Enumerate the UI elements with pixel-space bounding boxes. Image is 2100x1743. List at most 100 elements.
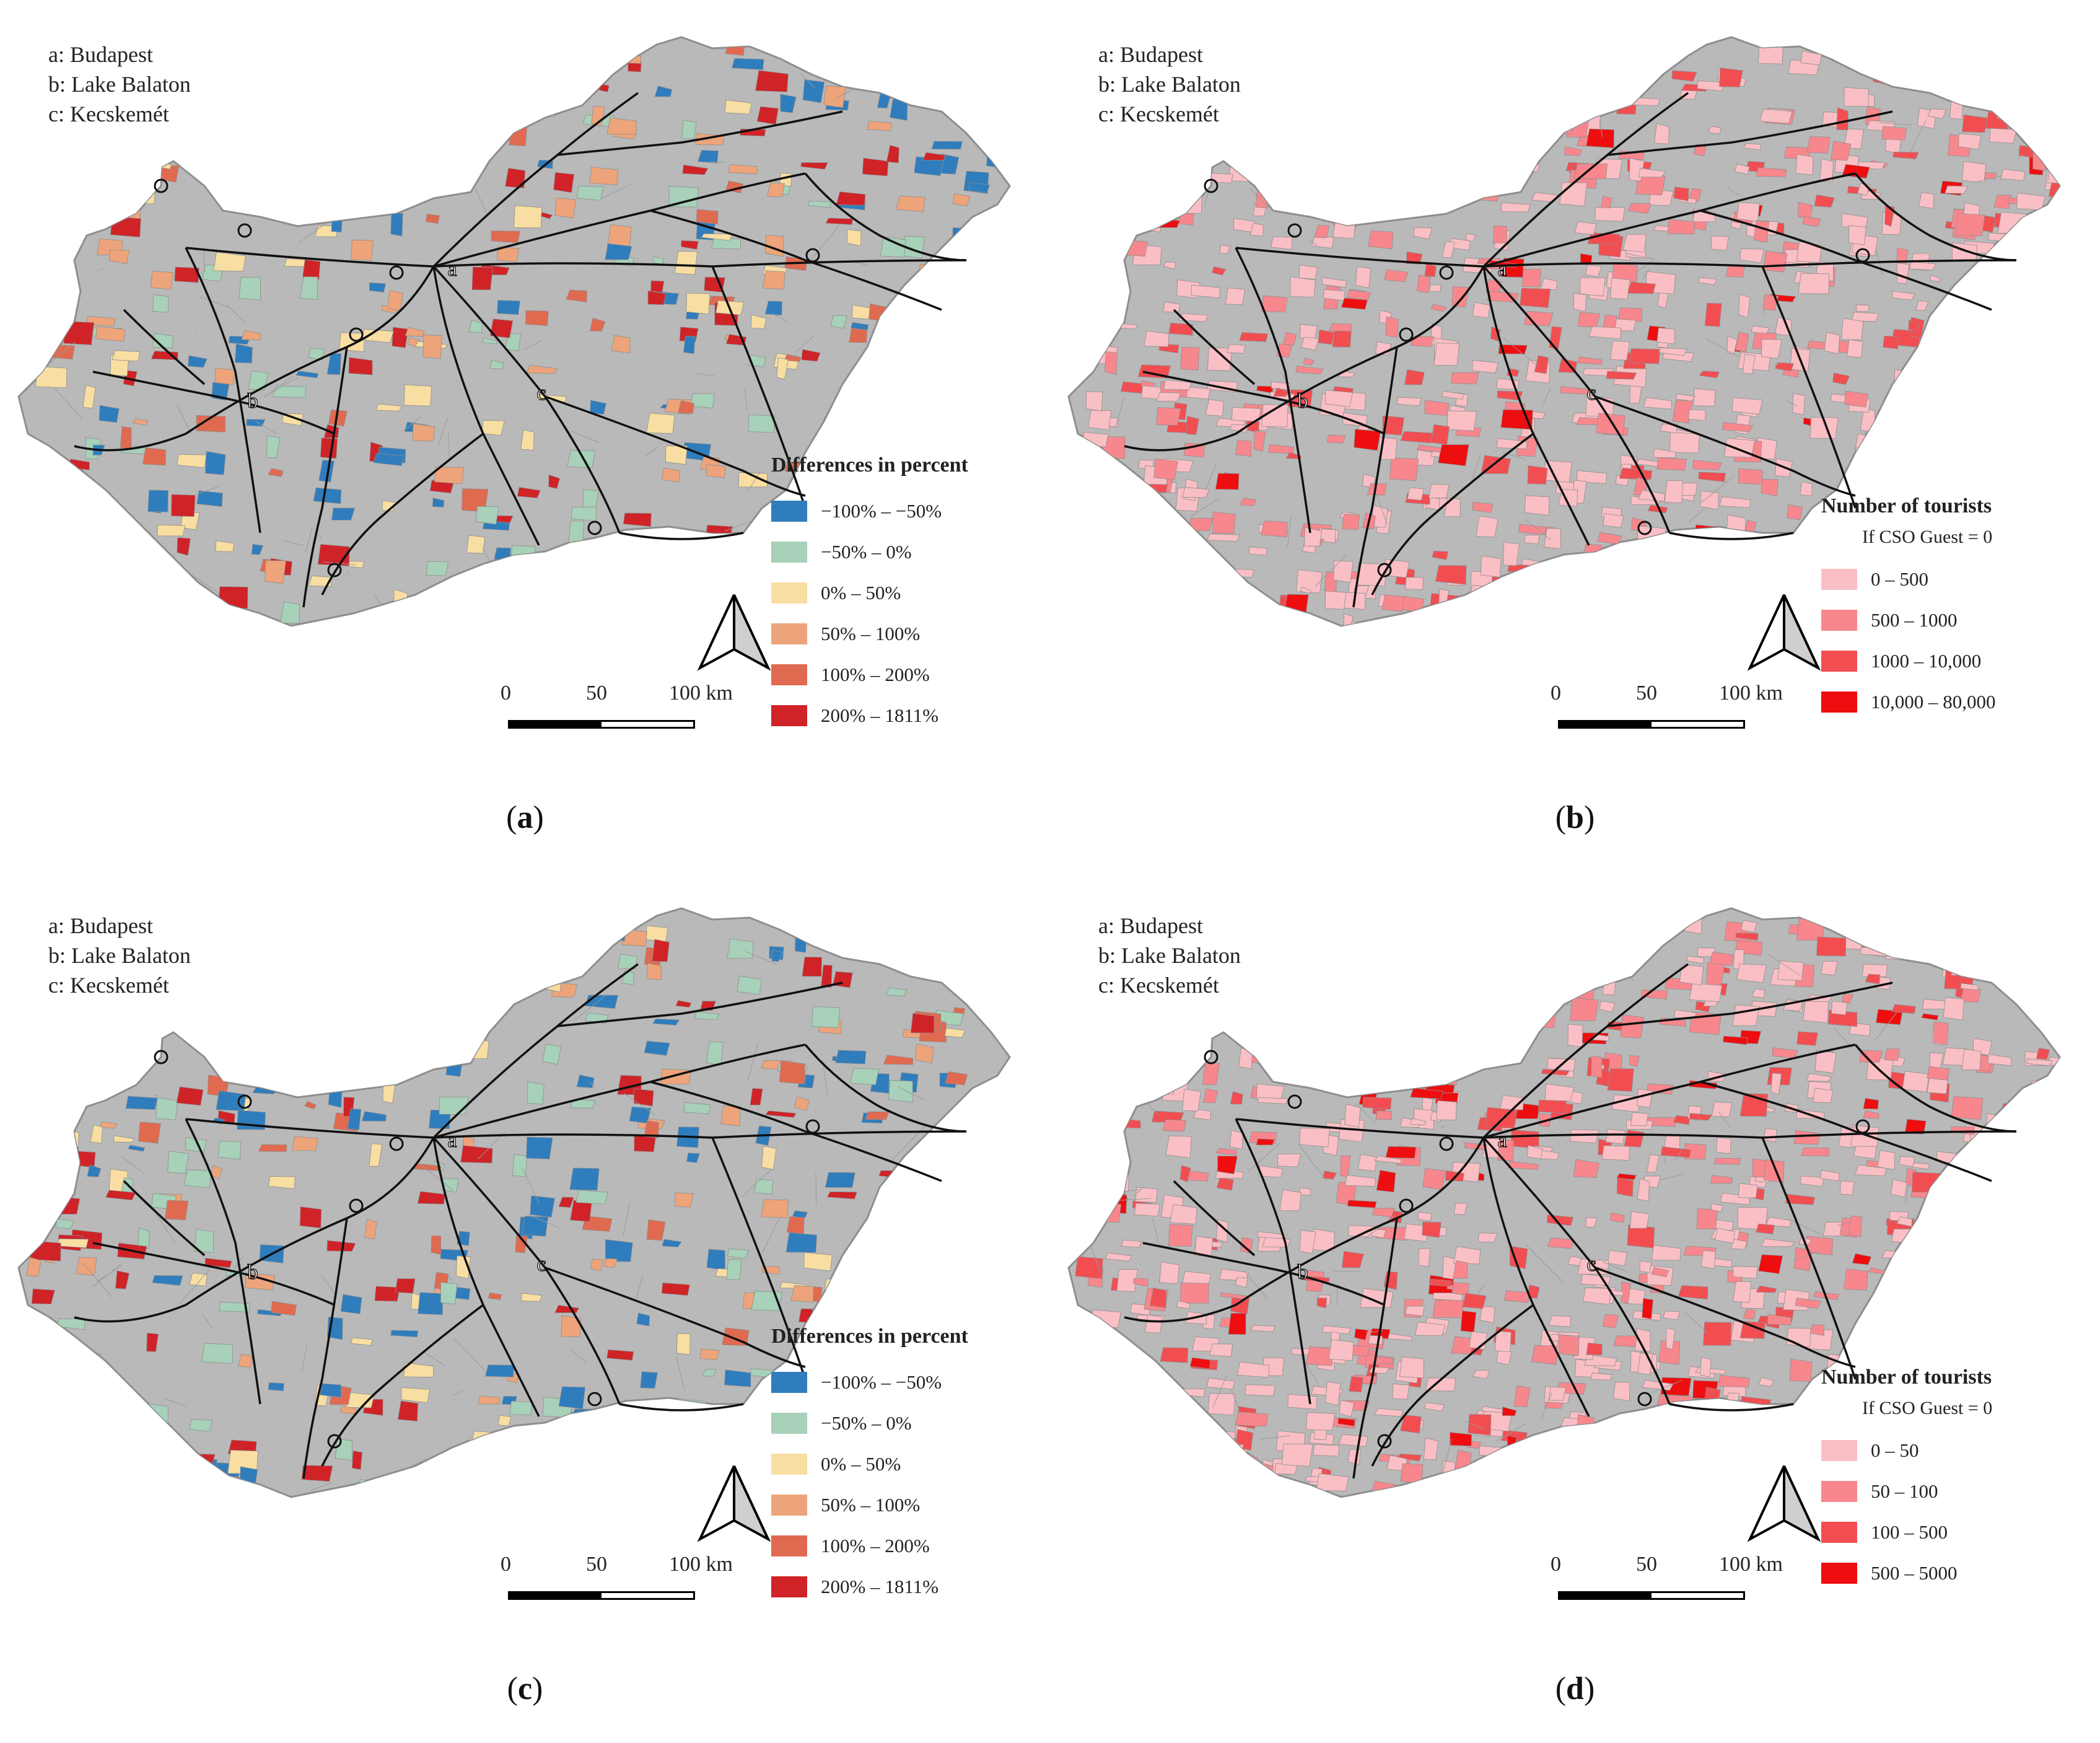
north-arrow-icon xyxy=(697,594,771,671)
municipality-patch xyxy=(1416,37,1447,58)
municipality-border xyxy=(599,535,635,546)
municipality-patch xyxy=(167,1150,190,1174)
municipality-patch xyxy=(2023,936,2054,944)
municipality-patch xyxy=(1238,1048,1253,1069)
municipality-border xyxy=(1503,338,1539,367)
municipality-patch xyxy=(1936,1330,1959,1338)
municipality-patch xyxy=(1326,434,1346,444)
municipality-patch xyxy=(55,1196,81,1214)
municipality-patch xyxy=(1538,602,1554,616)
municipality-patch xyxy=(1688,1428,1721,1451)
road-9 xyxy=(1352,346,1398,608)
municipality-patch xyxy=(1378,1052,1407,1066)
municipality-border xyxy=(1495,1423,1526,1442)
municipality-patch xyxy=(882,57,902,68)
municipality-patch xyxy=(1182,1089,1202,1112)
municipality-patch xyxy=(1144,623,1172,626)
municipality-border xyxy=(1284,56,1318,73)
municipality-patch xyxy=(755,70,789,92)
municipality-patch xyxy=(390,212,403,237)
municipality-patch xyxy=(1985,110,2009,131)
municipality-patch xyxy=(1242,929,1272,953)
municipality-patch xyxy=(1494,1330,1512,1353)
municipality-patch xyxy=(737,975,763,995)
municipality-patch xyxy=(1586,128,1614,149)
municipality-patch xyxy=(645,925,668,942)
municipality-patch xyxy=(1560,385,1590,395)
municipality-patch xyxy=(1930,466,1948,480)
municipality-patch xyxy=(35,174,66,193)
municipality-patch xyxy=(1080,286,1105,307)
municipality-patch xyxy=(1342,197,1363,218)
municipality-patch xyxy=(128,1144,146,1152)
municipality-patch xyxy=(525,310,549,327)
municipality-patch xyxy=(1876,1294,1896,1312)
municipality-border xyxy=(97,1265,123,1282)
municipality-patch xyxy=(424,1051,454,1059)
municipality-patch xyxy=(1969,1133,1993,1150)
municipality-patch xyxy=(1348,1225,1376,1238)
municipality-patch xyxy=(1319,623,1337,626)
municipality-patch xyxy=(1726,336,1738,354)
municipality-patch xyxy=(974,1298,1004,1317)
municipality-patch xyxy=(1831,1001,1848,1016)
municipality-patch xyxy=(28,115,40,138)
municipality-patch xyxy=(248,371,269,390)
place-marker-a: a xyxy=(447,258,457,281)
municipality-border xyxy=(1205,463,1217,491)
municipality-patch xyxy=(301,1465,333,1482)
municipality-patch xyxy=(375,403,403,411)
municipality-patch xyxy=(675,1000,692,1008)
municipality-patch xyxy=(1796,1413,1814,1432)
municipality-patch xyxy=(1404,369,1425,385)
municipality-patch xyxy=(1320,920,1337,929)
municipality-patch xyxy=(1305,1412,1336,1431)
panel-label: (b) xyxy=(1050,799,2100,836)
municipality-patch xyxy=(668,185,699,208)
legend-swatch xyxy=(771,1576,807,1597)
municipality-patch xyxy=(1851,915,1863,937)
municipality-patch xyxy=(1809,416,1839,439)
north-arrow-icon xyxy=(1747,1465,1821,1542)
municipality-patch xyxy=(1518,131,1528,144)
municipality-patch xyxy=(1962,1240,1978,1249)
municipality-patch xyxy=(1696,1208,1718,1230)
municipality-patch xyxy=(431,1235,442,1255)
municipality-patch xyxy=(1790,569,1810,581)
municipality-patch xyxy=(1964,412,1990,431)
municipality-patch xyxy=(1855,304,1870,312)
municipality-patch xyxy=(576,185,604,201)
municipality-patch xyxy=(634,1135,657,1152)
municipality-patch xyxy=(1375,1110,1392,1120)
municipality-patch xyxy=(1116,616,1148,626)
municipality-patch xyxy=(1211,266,1227,276)
municipality-patch xyxy=(268,468,284,477)
municipality-patch xyxy=(981,580,1010,603)
municipality-patch xyxy=(1836,107,1848,131)
municipality-patch xyxy=(1619,1484,1652,1495)
municipality-border xyxy=(1463,1140,1469,1149)
municipality-patch xyxy=(1548,1315,1572,1327)
municipality-patch xyxy=(177,537,191,556)
municipality-patch xyxy=(242,91,271,103)
municipality-border xyxy=(23,1436,38,1464)
road-junction xyxy=(1377,563,1392,577)
municipality-patch xyxy=(491,230,520,244)
road-14 xyxy=(804,1043,967,1133)
municipality-patch xyxy=(1521,268,1542,288)
municipality-patch xyxy=(1395,973,1422,991)
municipality-patch xyxy=(462,611,478,626)
municipality-patch xyxy=(1381,183,1405,204)
municipality-patch xyxy=(215,540,235,552)
municipality-patch xyxy=(1343,613,1354,626)
municipality-patch xyxy=(652,939,670,962)
municipality-patch xyxy=(51,263,73,271)
municipality-patch xyxy=(1730,1436,1759,1459)
road-junction xyxy=(389,1136,404,1151)
municipality-patch xyxy=(214,367,235,385)
municipality-patch xyxy=(661,1282,690,1296)
municipality-patch xyxy=(51,156,77,173)
municipality-patch xyxy=(1924,936,1945,960)
municipality-border xyxy=(1970,48,2000,50)
scale-tick-0: 0 xyxy=(501,682,511,705)
